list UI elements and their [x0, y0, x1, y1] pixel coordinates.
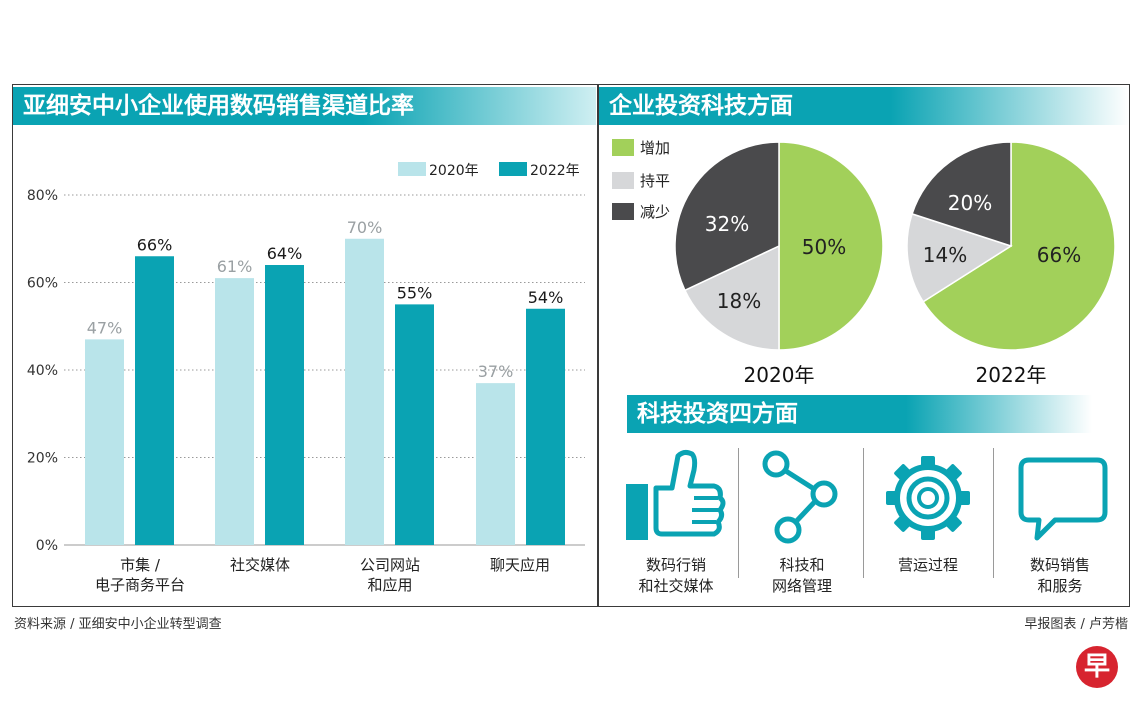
y-tick-label: 40% — [27, 363, 58, 379]
thumbs-up-icon — [626, 449, 726, 540]
bar-2022年-1 — [265, 265, 304, 545]
legend-label: 2022年 — [530, 163, 580, 179]
pie-label: 50% — [802, 235, 846, 259]
pie-label: 32% — [705, 212, 749, 236]
category-label-marketplace: 市集 / 电子商务平台 — [94, 556, 185, 594]
data-label: 55% — [397, 283, 433, 302]
infographic-frame — [12, 84, 1130, 607]
data-label: 47% — [87, 318, 123, 337]
data-label: 64% — [267, 244, 303, 263]
pie-slice-减少 — [911, 141, 1012, 248]
legend-swatch-2020年 — [398, 162, 426, 176]
pie-slice-持平 — [906, 212, 1013, 303]
zaobao-logo: 早 — [1076, 646, 1118, 688]
pie-slice-减少 — [674, 141, 780, 292]
legend-label-increase: 增加 — [640, 139, 671, 157]
category-label-company-website: 公司网站 和应用 — [359, 556, 420, 594]
aspect-separator — [738, 448, 739, 578]
data-label: 66% — [137, 235, 173, 254]
aspect-label-tech-network: 科技和 网络管理 — [771, 556, 832, 595]
gear-rim — [894, 464, 962, 532]
pie-label: 14% — [923, 243, 967, 267]
pie-label: 18% — [717, 289, 761, 313]
pie-year-label: 2020年 — [744, 363, 815, 386]
pie-slice-持平 — [683, 244, 780, 351]
gear-icon — [886, 456, 970, 540]
aspect-label-digital-marketing: 数码行销 和社交媒体 — [638, 556, 714, 595]
data-label: 70% — [347, 218, 383, 237]
aspect-separator — [863, 448, 864, 578]
bar-2020年-3 — [476, 383, 515, 545]
bar-2020年-1 — [215, 278, 254, 545]
pie-slice-增加 — [778, 141, 884, 351]
legend-swatch-decrease — [612, 203, 634, 220]
source-note: 资料来源 / 亚细安中小企业转型调查 — [14, 617, 222, 632]
aspect-label-digital-sales: 数码销售 和服务 — [1029, 556, 1090, 595]
bar-2020年-2 — [345, 238, 384, 545]
y-tick-label: 0% — [36, 538, 58, 554]
y-tick-label: 80% — [27, 188, 58, 204]
data-label: 61% — [217, 257, 253, 276]
y-tick-label: 20% — [27, 451, 58, 467]
network-share-icon — [762, 450, 838, 544]
bar-chart: 0% 20% 40% 60% 80% 47% 61% 70% 37% 66% 64% 55% 54% 20… — [27, 162, 585, 554]
speech-bubble-icon — [1018, 457, 1108, 541]
data-label: 37% — [478, 362, 514, 381]
bar-chart-title: 亚细安中小企业使用数码销售渠道比率 — [13, 87, 596, 125]
legend-label-flat: 持平 — [640, 172, 671, 190]
pie-year-label: 2022年 — [976, 363, 1047, 386]
legend-label: 2020年 — [429, 163, 479, 179]
graphic-credit: 早报图表 / 卢芳楷 — [1024, 617, 1128, 632]
four-aspects-title: 科技投资四方面 — [627, 395, 1092, 433]
data-label: 54% — [528, 288, 564, 307]
legend-swatch-increase — [612, 139, 634, 156]
bar-2022年-0 — [135, 256, 174, 545]
bar-2020年-0 — [85, 339, 124, 545]
aspect-separator — [993, 448, 994, 578]
pie-label: 66% — [1037, 243, 1081, 267]
category-label-chat-apps: 聊天应用 — [489, 556, 550, 574]
bar-2022年-3 — [526, 308, 565, 545]
pie-charts: 50% 18% 32% 2020年 66% 14% 20% 2022年 — [674, 141, 1116, 386]
legend-swatch-flat — [612, 172, 634, 189]
category-label-social-media: 社交媒体 — [229, 556, 290, 574]
bar-2022年-2 — [395, 304, 434, 545]
pie-label: 20% — [948, 191, 992, 215]
legend-label-decrease: 减少 — [640, 203, 671, 221]
aspect-label-operations: 营运过程 — [897, 556, 958, 574]
panel-divider — [597, 84, 599, 607]
legend-swatch-2022年 — [499, 162, 527, 176]
y-tick-label: 60% — [27, 276, 58, 292]
pie-section-title: 企业投资科技方面 — [599, 87, 1129, 125]
pie-slice-增加 — [922, 141, 1116, 351]
